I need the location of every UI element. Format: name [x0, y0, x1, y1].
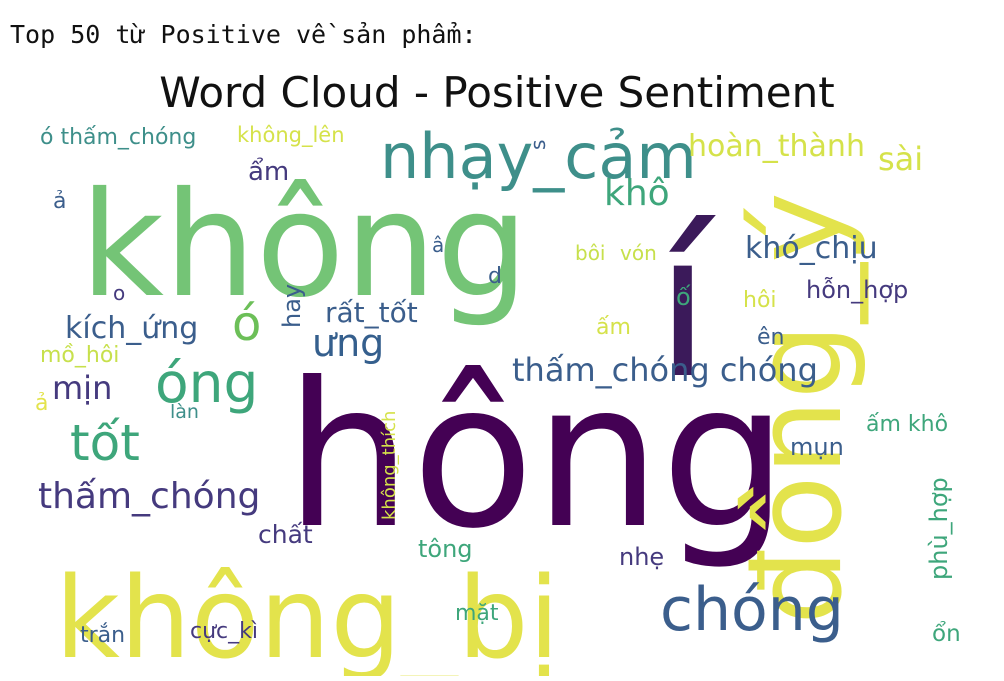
word-30: mụn	[790, 433, 844, 461]
word-29: nhẹ	[619, 543, 664, 571]
word-44: làn	[170, 401, 199, 423]
word-23: ó thấm_chóng	[40, 125, 196, 150]
word-15: thấm_chóng chóng	[512, 351, 818, 389]
word-1: hông	[285, 340, 788, 573]
word-27: ấm khô	[866, 412, 948, 437]
word-46: â	[432, 233, 444, 257]
word-10: thấm_chóng	[38, 476, 260, 517]
word-9: óng	[155, 351, 258, 415]
word-31: hay	[278, 284, 306, 328]
word-42: bôi	[575, 241, 606, 265]
word-21: ổn	[932, 621, 961, 647]
word-39: mặt	[455, 601, 499, 626]
word-45: d	[488, 264, 502, 289]
word-48: ả	[53, 189, 66, 214]
word-6: nhạy_cảm	[380, 120, 697, 193]
word-18: sài	[878, 140, 923, 178]
word-34: hôi	[743, 288, 777, 313]
word-24: ẩm	[248, 156, 289, 187]
wordcloud-figure: Word Cloud - Positive Sentiment hông khôn…	[0, 60, 1004, 681]
chart-title: Word Cloud - Positive Sentiment	[159, 68, 835, 117]
word-37: trắn	[80, 623, 125, 648]
word-8: tốt	[70, 414, 140, 472]
word-40: không_lên	[237, 123, 345, 148]
word-3: không_bị	[55, 554, 560, 676]
word-35: ên	[757, 325, 784, 350]
word-25: hỗn_hợp	[806, 275, 908, 304]
word-28: tông	[418, 535, 473, 563]
wordcloud-chart: Word Cloud - Positive Sentiment hôngkhôn…	[35, 68, 961, 681]
word-16: kích_ứng	[65, 311, 198, 346]
word-47: s	[526, 140, 550, 150]
word-22: chất	[258, 520, 313, 549]
word-11: ó	[232, 296, 261, 352]
word-19: mịn	[52, 369, 112, 407]
word-50: ả	[35, 391, 48, 416]
word-33: ố	[676, 283, 691, 311]
word-43: vón	[620, 241, 657, 265]
word-12: ưng	[312, 321, 384, 365]
word-32: ấm	[596, 315, 631, 340]
word-7: chóng	[660, 575, 844, 645]
word-14: hoàn_thành	[688, 129, 865, 164]
word-41: không_thích	[379, 411, 400, 520]
word-36: mồ_hôi	[40, 343, 119, 368]
word-5: đồng_ý	[730, 192, 869, 625]
word-4: í	[655, 190, 716, 423]
word-26: phù_hợp	[925, 477, 953, 580]
word-2: không	[80, 161, 529, 330]
word-17: rất_tốt	[325, 296, 418, 329]
word-49: o	[113, 281, 125, 305]
word-20: khó_chịu	[745, 231, 878, 266]
word-13: khô	[604, 173, 670, 214]
output-header: Top 50 từ Positive về sản phẩm:	[10, 20, 477, 49]
word-38: cực_kì	[190, 619, 258, 644]
